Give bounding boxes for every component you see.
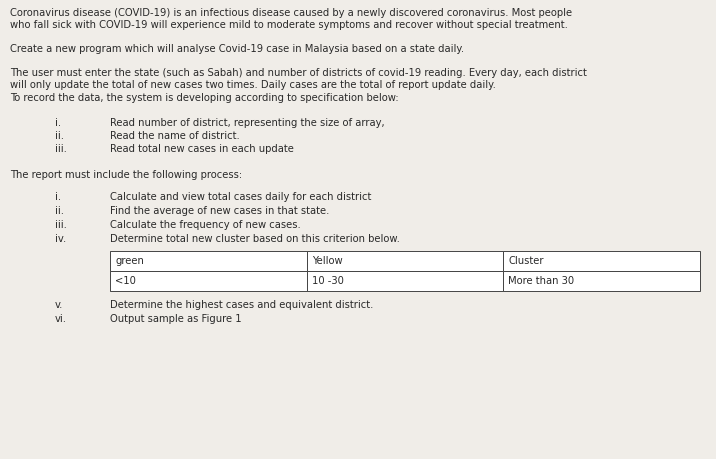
Text: iii.: iii. [55, 219, 67, 230]
Text: Read number of district, representing the size of array,: Read number of district, representing th… [110, 118, 384, 128]
Text: i.: i. [55, 118, 61, 128]
Text: ii.: ii. [55, 131, 64, 141]
Text: <10: <10 [115, 275, 136, 285]
Text: Find the average of new cases in that state.: Find the average of new cases in that st… [110, 206, 329, 216]
Text: Read total new cases in each update: Read total new cases in each update [110, 144, 294, 154]
Text: Determine the highest cases and equivalent district.: Determine the highest cases and equivale… [110, 299, 373, 309]
Text: Determine total new cluster based on this criterion below.: Determine total new cluster based on thi… [110, 234, 400, 243]
Text: The report must include the following process:: The report must include the following pr… [10, 170, 242, 179]
Text: Cluster: Cluster [508, 256, 544, 265]
Text: Coronavirus disease (COVID-19) is an infectious disease caused by a newly discov: Coronavirus disease (COVID-19) is an inf… [10, 8, 572, 30]
Text: green: green [115, 256, 144, 265]
Text: v.: v. [55, 299, 64, 309]
Text: More than 30: More than 30 [508, 275, 574, 285]
Text: Calculate and view total cases daily for each district: Calculate and view total cases daily for… [110, 191, 372, 202]
Text: vi.: vi. [55, 313, 67, 323]
Text: Create a new program which will analyse Covid-19 case in Malaysia based on a sta: Create a new program which will analyse … [10, 44, 464, 54]
Text: i.: i. [55, 191, 61, 202]
Text: 10 -30: 10 -30 [311, 275, 344, 285]
Text: iv.: iv. [55, 234, 67, 243]
Text: Yellow: Yellow [311, 256, 342, 265]
Text: Output sample as Figure 1: Output sample as Figure 1 [110, 313, 241, 323]
Text: iii.: iii. [55, 144, 67, 154]
Text: Calculate the frequency of new cases.: Calculate the frequency of new cases. [110, 219, 301, 230]
Text: ii.: ii. [55, 206, 64, 216]
Text: Read the name of district.: Read the name of district. [110, 131, 240, 141]
Text: The user must enter the state (such as Sabah) and number of districts of covid-1: The user must enter the state (such as S… [10, 68, 587, 102]
